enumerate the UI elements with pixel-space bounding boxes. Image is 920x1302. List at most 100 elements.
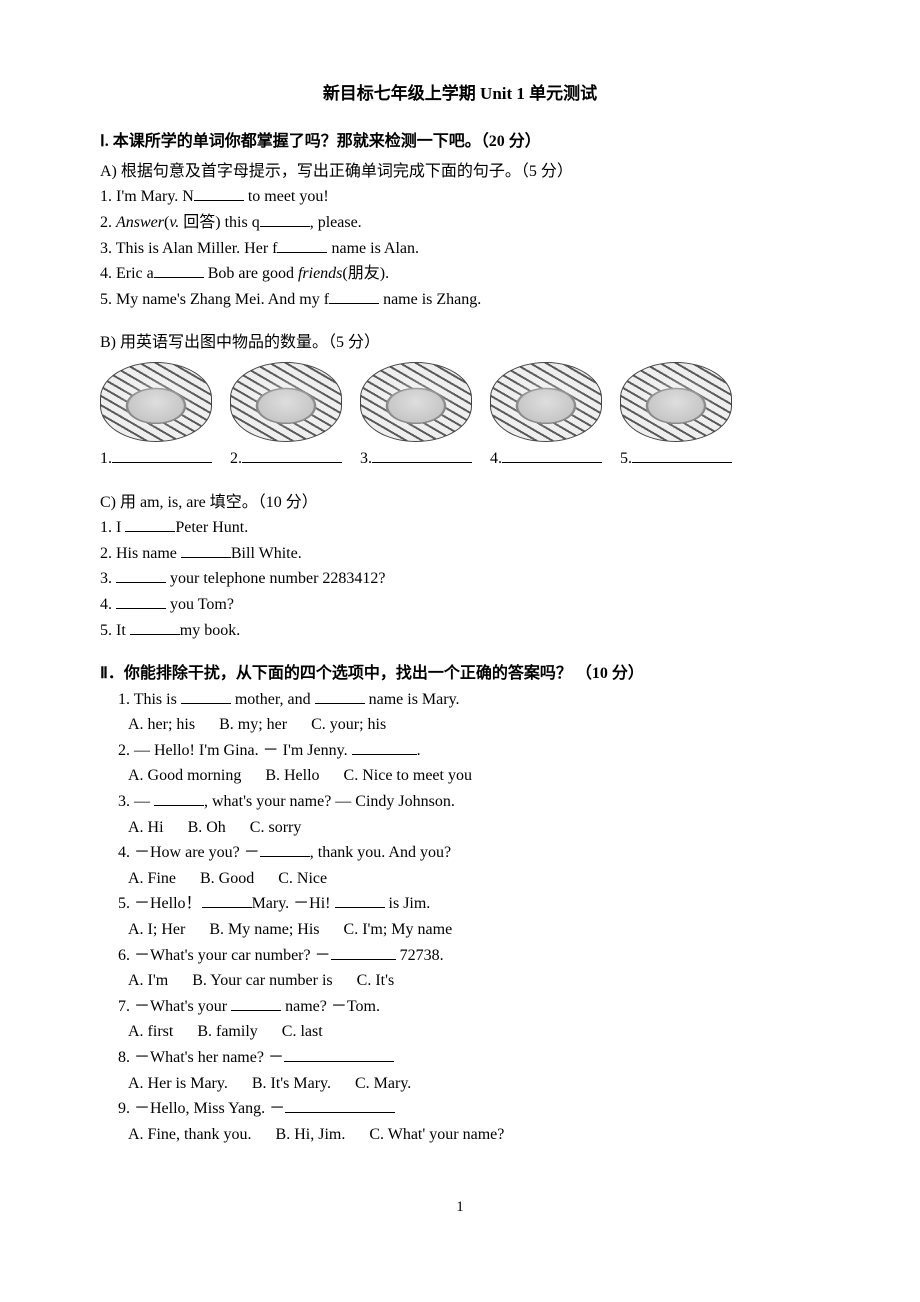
item-image-4	[490, 362, 602, 442]
opt-b[interactable]: B. my; her	[219, 716, 287, 733]
blank[interactable]	[260, 210, 310, 227]
blank[interactable]	[277, 236, 327, 253]
opt-b[interactable]: B. It's Mary.	[252, 1075, 331, 1092]
q-c1: 1. I Peter Hunt.	[100, 515, 820, 541]
text: 4.	[100, 596, 116, 613]
opt-a[interactable]: A. Her is Mary.	[128, 1075, 228, 1092]
partB-header: B) 用英语写出图中物品的数量。（5 分）	[100, 330, 820, 356]
section1-header: Ⅰ. 本课所学的单词你都掌握了吗？那就来检测一下吧。（20 分）	[100, 129, 820, 155]
text: 9. －Hello, Miss Yang. －	[118, 1100, 285, 1117]
q2-8: 8. －What's her name? －	[100, 1045, 820, 1071]
q2-4: 4. －How are you? －, thank you. And you?	[100, 840, 820, 866]
text: 5. －Hello！	[118, 895, 202, 912]
q-a1: 1. I'm Mary. N to meet you!	[100, 184, 820, 210]
opt-c[interactable]: C. sorry	[250, 819, 302, 836]
q-c4: 4. you Tom?	[100, 592, 820, 618]
text: 72738.	[396, 947, 444, 964]
partC-header: C) 用 am, is, are 填空。（10 分）	[100, 490, 820, 516]
opt-b[interactable]: B. Your car number is	[192, 972, 332, 989]
text: name is Alan.	[327, 240, 419, 257]
blank[interactable]	[231, 994, 281, 1011]
text: your telephone number 2283412?	[166, 570, 386, 587]
opt-a[interactable]: A. Fine	[128, 870, 176, 887]
q2-7-opts: A. first B. family C. last	[100, 1019, 820, 1045]
q2-9: 9. －Hello, Miss Yang. －	[100, 1096, 820, 1122]
text: 1. I'm Mary. N	[100, 188, 194, 205]
text: name is Zhang.	[379, 291, 481, 308]
opt-a[interactable]: A. Good morning	[128, 767, 241, 784]
opt-c[interactable]: C. It's	[357, 972, 395, 989]
blank[interactable]	[116, 592, 166, 609]
blank[interactable]	[202, 891, 252, 908]
text: 回答) this q	[179, 214, 259, 231]
text: 1. I	[100, 519, 125, 536]
q2-5-opts: A. I; Her B. My name; His C. I'm; My name	[100, 917, 820, 943]
opt-a[interactable]: A. first	[128, 1023, 173, 1040]
blank[interactable]	[125, 515, 175, 532]
blank[interactable]	[154, 261, 204, 278]
opt-c[interactable]: C. your; his	[311, 716, 386, 733]
blank[interactable]	[181, 687, 231, 704]
q2-5: 5. －Hello！Mary. －Hi! is Jim.	[100, 891, 820, 917]
opt-c[interactable]: C. Mary.	[355, 1075, 411, 1092]
blank[interactable]	[285, 1096, 395, 1113]
opt-c[interactable]: C. What' your name?	[369, 1126, 504, 1143]
blank[interactable]	[154, 789, 204, 806]
opt-c[interactable]: C. Nice to meet you	[344, 767, 472, 784]
blank[interactable]	[284, 1045, 394, 1062]
blank[interactable]	[372, 446, 472, 463]
opt-a[interactable]: A. I'm	[128, 972, 168, 989]
blank[interactable]	[329, 287, 379, 304]
blank[interactable]	[116, 566, 166, 583]
opt-c[interactable]: C. Nice	[278, 870, 327, 887]
text: Bill White.	[231, 545, 302, 562]
q-c5: 5. It my book.	[100, 618, 820, 644]
q2-7: 7. －What's your name? －Tom.	[100, 994, 820, 1020]
q-a4: 4. Eric a Bob are good friends(朋友).	[100, 261, 820, 287]
opt-c[interactable]: C. I'm; My name	[344, 921, 453, 938]
q-a5: 5. My name's Zhang Mei. And my f name is…	[100, 287, 820, 313]
blank[interactable]	[335, 891, 385, 908]
opt-b[interactable]: B. Hello	[265, 767, 319, 784]
blank[interactable]	[242, 446, 342, 463]
q2-1: 1. This is mother, and name is Mary.	[100, 687, 820, 713]
blank[interactable]	[331, 943, 396, 960]
opt-a[interactable]: A. I; Her	[128, 921, 185, 938]
opt-c[interactable]: C. last	[282, 1023, 323, 1040]
blank[interactable]	[130, 618, 180, 635]
blank[interactable]	[260, 840, 310, 857]
text: to meet you!	[244, 188, 329, 205]
text: you Tom?	[166, 596, 234, 613]
text: name? －Tom.	[281, 998, 380, 1015]
opt-b[interactable]: B. My name; His	[209, 921, 319, 938]
opt-a[interactable]: A. Hi	[128, 819, 164, 836]
q-a3: 3. This is Alan Miller. Her f name is Al…	[100, 236, 820, 262]
blank[interactable]	[112, 446, 212, 463]
text: .	[417, 742, 421, 759]
blank[interactable]	[194, 184, 244, 201]
text: (朋友).	[342, 265, 389, 282]
opt-b[interactable]: B. family	[197, 1023, 257, 1040]
text: 4. Eric a	[100, 265, 154, 282]
blank[interactable]	[632, 446, 732, 463]
opt-a[interactable]: A. Fine, thank you.	[128, 1126, 252, 1143]
blank[interactable]	[315, 687, 365, 704]
text: Answer	[116, 214, 164, 231]
blank[interactable]	[352, 738, 417, 755]
opt-b[interactable]: B. Oh	[188, 819, 226, 836]
label: 3.	[360, 446, 372, 472]
text: v.	[169, 214, 179, 231]
text: 2. His name	[100, 545, 181, 562]
opt-b[interactable]: B. Good	[200, 870, 254, 887]
text: 7. －What's your	[118, 998, 231, 1015]
text: 3.	[100, 570, 116, 587]
text: 4. －How are you? －	[118, 844, 260, 861]
text: 6. －What's your car number? －	[118, 947, 331, 964]
q2-6-opts: A. I'm B. Your car number is C. It's	[100, 968, 820, 994]
q2-6: 6. －What's your car number? － 72738.	[100, 943, 820, 969]
blank[interactable]	[502, 446, 602, 463]
blank[interactable]	[181, 541, 231, 558]
opt-b[interactable]: B. Hi, Jim.	[276, 1126, 346, 1143]
page-number: 1	[100, 1195, 820, 1219]
opt-a[interactable]: A. her; his	[128, 716, 195, 733]
